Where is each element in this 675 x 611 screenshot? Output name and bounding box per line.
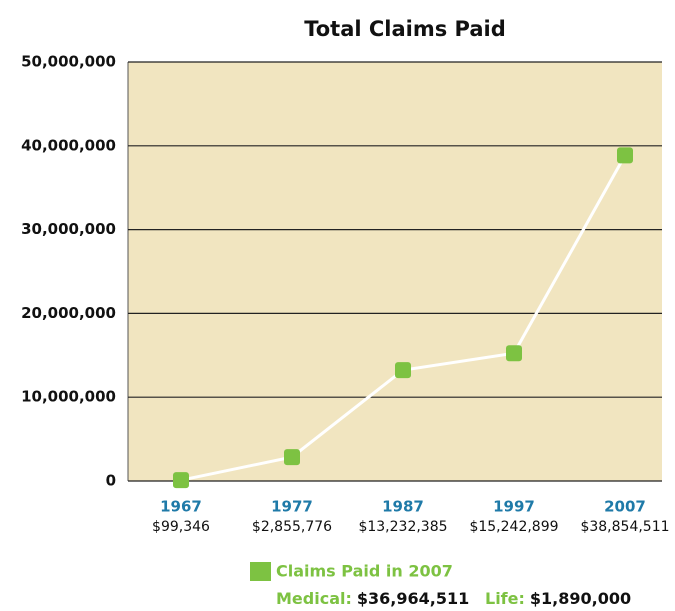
annotation: Life: $1,890,000 — [485, 589, 631, 608]
y-tick-label: 10,000,000 — [21, 388, 116, 406]
legend-label: Claims Paid in 2007 — [276, 562, 453, 581]
marker — [395, 362, 411, 379]
marker — [617, 147, 633, 164]
x-tick-label: 1967 — [160, 498, 202, 516]
x-tick-label: 1977 — [271, 498, 313, 516]
annotation-value: $1,890,000 — [530, 589, 631, 608]
annotation: Medical: $36,964,511 — [276, 589, 469, 608]
value-label: $38,854,511 — [580, 519, 669, 535]
marker — [173, 472, 189, 489]
y-tick-label: 0 — [106, 472, 116, 490]
x-tick-label: 2007 — [604, 498, 646, 516]
legend-swatch — [250, 562, 271, 581]
value-label: $99,346 — [152, 519, 210, 535]
marker — [284, 449, 300, 466]
chart-title: Total Claims Paid — [304, 17, 506, 41]
plot-area — [128, 62, 662, 481]
value-label: $15,242,899 — [469, 519, 558, 535]
marker — [506, 345, 522, 362]
x-tick-label: 1997 — [493, 498, 535, 516]
y-tick-label: 50,000,000 — [21, 53, 116, 71]
y-tick-label: 20,000,000 — [21, 304, 116, 322]
annotation-label: Medical: — [276, 589, 352, 608]
y-tick-label: 40,000,000 — [21, 136, 116, 154]
x-tick-label: 1987 — [382, 498, 424, 516]
y-tick-label: 30,000,000 — [21, 220, 116, 238]
annotation-label: Life: — [485, 589, 525, 608]
annotation-value: $36,964,511 — [357, 589, 469, 608]
value-label: $2,855,776 — [252, 519, 332, 535]
value-label: $13,232,385 — [358, 519, 447, 535]
